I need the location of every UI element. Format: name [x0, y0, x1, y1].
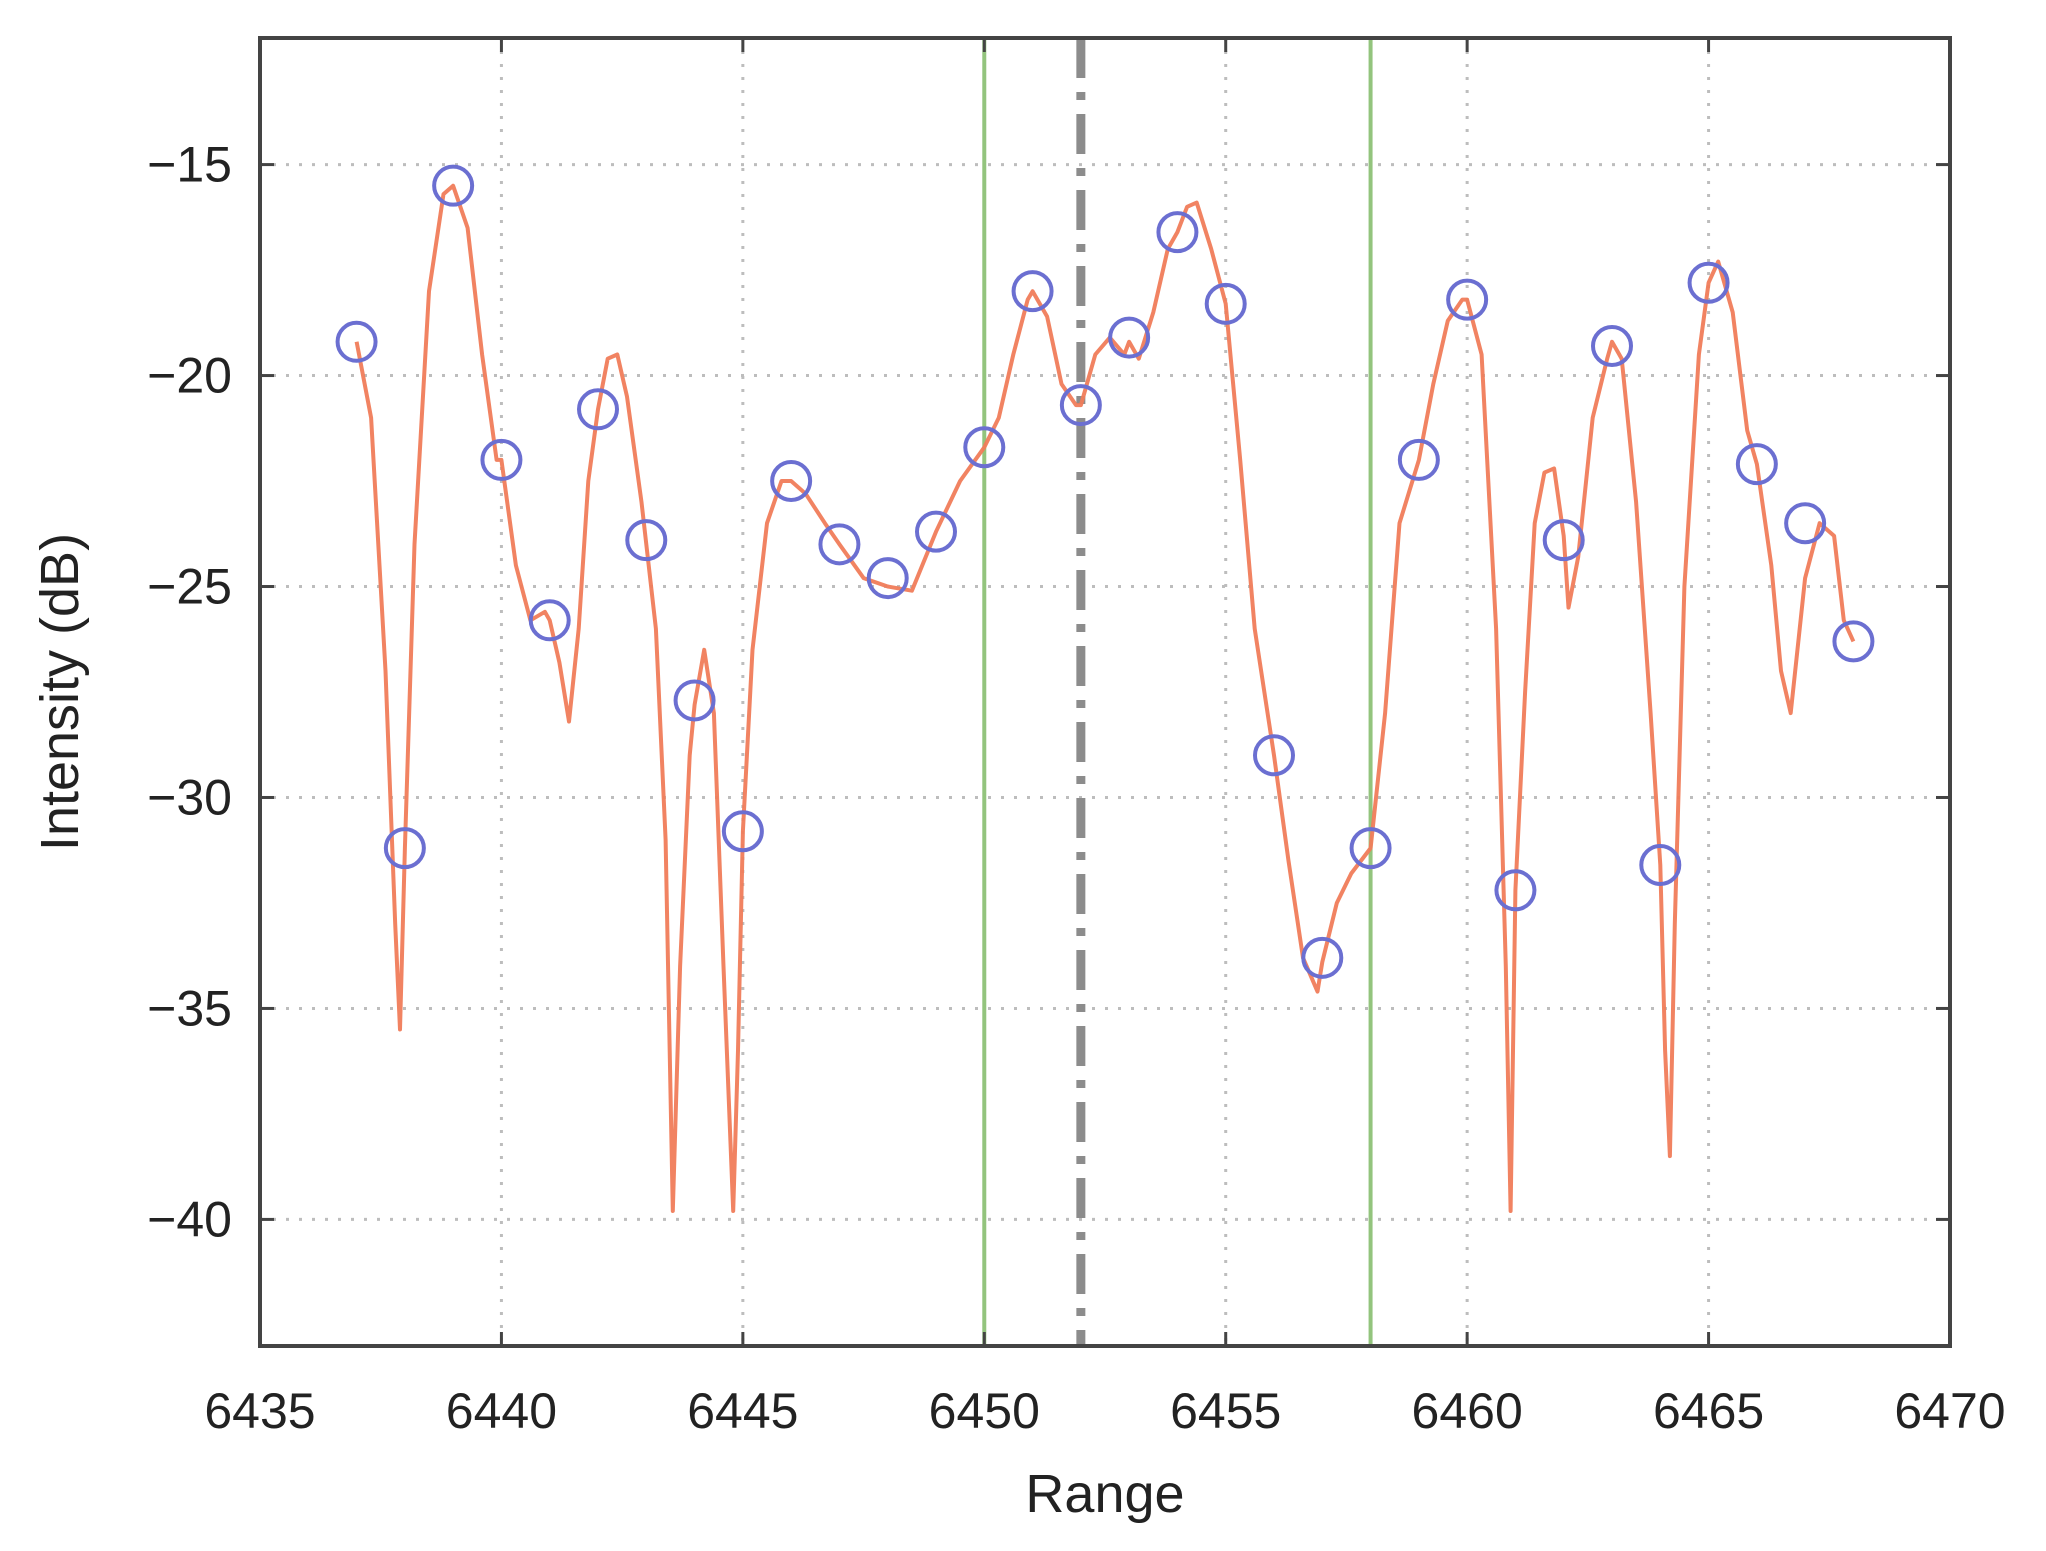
- x-tick-label: 6435: [204, 1383, 315, 1439]
- marker-point: [1494, 869, 1537, 912]
- marker-point: [818, 523, 861, 566]
- marker-point: [1687, 261, 1730, 304]
- x-tick-label: 6445: [687, 1383, 798, 1439]
- marker-point: [335, 320, 378, 363]
- y-tick-label: −30: [147, 769, 232, 825]
- x-tick-label: 6440: [446, 1383, 557, 1439]
- marker-point: [1784, 502, 1827, 545]
- marker-point: [721, 810, 764, 853]
- axis-ticks: [258, 38, 1952, 1346]
- marker-point: [963, 426, 1006, 469]
- marker-point: [1446, 278, 1489, 321]
- y-tick-label: −25: [147, 559, 232, 615]
- reference-lines: [982, 38, 1373, 1346]
- y-tick-labels: −40 −35 −30 −25 −20 −15: [147, 137, 232, 1248]
- plot-area-frame: [258, 36, 1952, 1348]
- marker-point: [480, 438, 523, 481]
- marker-point: [1301, 936, 1344, 979]
- marker-point: [625, 519, 668, 562]
- marker-point: [528, 599, 571, 642]
- marker-point: [1349, 827, 1392, 870]
- marker-point: [577, 388, 619, 431]
- marker-point: [1639, 843, 1682, 886]
- y-tick-label: −20: [147, 348, 232, 404]
- marker-point: [432, 164, 475, 207]
- y-tick-label: −40: [147, 1191, 232, 1247]
- marker-point: [1059, 384, 1102, 427]
- y-axis-label: Intensity (dB): [30, 533, 90, 851]
- marker-point: [1156, 211, 1199, 254]
- marker-point: [383, 827, 426, 870]
- marker-point: [1832, 620, 1875, 663]
- marker-point: [1542, 519, 1585, 562]
- marker-point: [866, 557, 909, 600]
- grid-lines: [260, 38, 1950, 1346]
- x-tick-label: 6465: [1653, 1383, 1764, 1439]
- marker-point: [1735, 443, 1778, 486]
- x-axis-label: Range: [1025, 1464, 1184, 1524]
- x-tick-label: 6470: [1894, 1383, 2005, 1439]
- x-tick-label: 6450: [929, 1383, 1040, 1439]
- marker-point: [1011, 270, 1054, 313]
- marker-point: [1591, 325, 1633, 368]
- marker-point: [915, 510, 957, 553]
- y-tick-label: −15: [147, 137, 232, 193]
- x-tick-labels: 6435 6440 6445 6450 6455 6460 6465 6470: [204, 1383, 2005, 1439]
- marker-point: [1397, 438, 1440, 481]
- marker-point: [673, 679, 716, 722]
- marker-point: [1253, 734, 1295, 777]
- marker-point: [770, 460, 813, 503]
- x-tick-label: 6460: [1412, 1383, 1523, 1439]
- sample-markers: [335, 164, 1875, 979]
- x-tick-label: 6455: [1170, 1383, 1281, 1439]
- y-tick-label: −35: [147, 980, 232, 1036]
- marker-point: [1204, 282, 1247, 325]
- marker-point: [1108, 316, 1151, 359]
